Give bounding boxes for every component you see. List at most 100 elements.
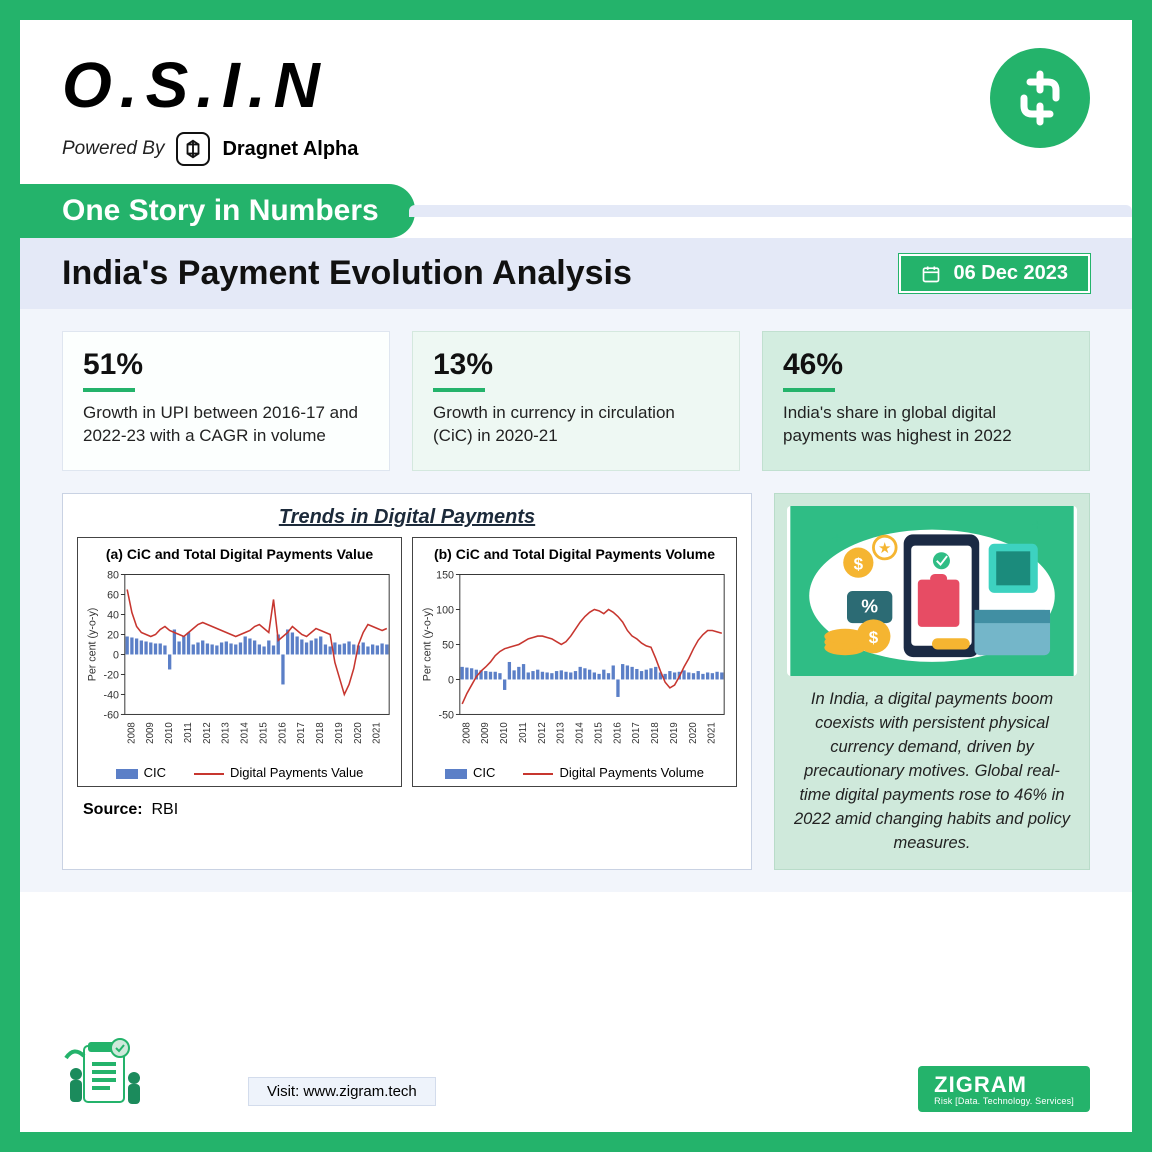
page-title: India's Payment Evolution Analysis — [62, 254, 632, 293]
svg-text:2011: 2011 — [183, 722, 194, 743]
dragnet-icon — [176, 132, 210, 166]
source-value: RBI — [151, 801, 178, 818]
visit-label: Visit: — [267, 1083, 299, 1100]
footer: Visit: www.zigram.tech ZIGRAM Risk [Data… — [20, 1024, 1132, 1132]
source-label: Source: — [83, 801, 143, 818]
stat-accent-bar — [83, 388, 135, 392]
legend-line-label: Digital Payments Value — [230, 765, 363, 780]
stat-value: 13% — [433, 348, 719, 382]
svg-text:2010: 2010 — [164, 722, 175, 744]
svg-text:50: 50 — [442, 639, 454, 651]
svg-text:$: $ — [854, 554, 864, 573]
svg-text:2019: 2019 — [334, 722, 345, 744]
source-row: Source: RBI — [77, 801, 737, 819]
stat-card-0: 51% Growth in UPI between 2016-17 and 20… — [62, 331, 390, 471]
svg-text:2015: 2015 — [593, 722, 604, 744]
svg-text:0: 0 — [448, 674, 454, 686]
stat-desc: Growth in currency in circulation (CiC) … — [433, 402, 719, 448]
svg-text:2011: 2011 — [518, 722, 529, 743]
svg-text:+: + — [1032, 516, 1042, 535]
svg-text:2013: 2013 — [221, 722, 232, 744]
svg-text:0: 0 — [113, 649, 119, 661]
date-badge: 06 Dec 2023 — [899, 254, 1090, 293]
svg-text:2016: 2016 — [612, 722, 623, 744]
svg-text:Per cent (y-o-y): Per cent (y-o-y) — [87, 608, 99, 682]
calendar-icon — [921, 264, 941, 284]
legend-line-label: Digital Payments Volume — [559, 765, 704, 780]
svg-text:2012: 2012 — [202, 722, 213, 744]
svg-text:2009: 2009 — [480, 722, 491, 744]
brand-logo-icon — [990, 48, 1090, 148]
chart-a-legend: CIC Digital Payments Value — [84, 765, 395, 780]
date-text: 06 Dec 2023 — [953, 262, 1068, 285]
svg-text:2013: 2013 — [556, 722, 567, 744]
footer-brand-name: ZIGRAM — [934, 1074, 1074, 1096]
svg-text:2019: 2019 — [669, 722, 680, 744]
svg-text:2020: 2020 — [353, 722, 364, 744]
svg-text:2021: 2021 — [372, 722, 383, 744]
svg-text:2014: 2014 — [575, 722, 586, 744]
stat-card-1: 13% Growth in currency in circulation (C… — [412, 331, 740, 471]
visit-badge[interactable]: Visit: www.zigram.tech — [248, 1077, 436, 1106]
svg-text:-20: -20 — [104, 669, 120, 681]
svg-text:2016: 2016 — [277, 722, 288, 744]
powered-name: Dragnet Alpha — [222, 138, 358, 161]
svg-text:Per cent (y-o-y): Per cent (y-o-y) — [422, 608, 434, 682]
section-band: One Story in Numbers — [20, 184, 1132, 238]
svg-text:2018: 2018 — [650, 722, 661, 744]
svg-text:★: ★ — [878, 540, 892, 557]
svg-text:$: $ — [869, 628, 879, 647]
stat-desc: India's share in global digital payments… — [783, 402, 1069, 448]
charts-container: (a) CiC and Total Digital Payments Value… — [77, 537, 737, 787]
clipboard-icon — [62, 1038, 152, 1112]
svg-text:150: 150 — [436, 569, 454, 581]
stat-desc: Growth in UPI between 2016-17 and 2022-2… — [83, 402, 369, 448]
brand-title: O.S.I.N — [62, 48, 358, 122]
powered-by-row: Powered By Dragnet Alpha — [62, 132, 358, 166]
footer-brand-badge: ZIGRAM Risk [Data. Technology. Services] — [918, 1066, 1090, 1112]
chart-a-plot: -60-40-200204060802008200920102011201220… — [84, 566, 395, 756]
svg-text:-50: -50 — [439, 709, 455, 721]
chart-a: (a) CiC and Total Digital Payments Value… — [77, 537, 402, 787]
svg-text:2009: 2009 — [145, 722, 156, 744]
svg-text:-60: -60 — [104, 709, 120, 721]
svg-text:2020: 2020 — [688, 722, 699, 744]
band-decoration — [409, 205, 1132, 217]
svg-text:-40: -40 — [104, 689, 120, 701]
svg-text:100: 100 — [436, 604, 454, 616]
chart-b-plot: -500501001502008200920102011201220132014… — [419, 566, 730, 756]
chart-b: (b) CiC and Total Digital Payments Volum… — [412, 537, 737, 787]
svg-text:40: 40 — [107, 609, 119, 621]
stat-accent-bar — [433, 388, 485, 392]
svg-text:2015: 2015 — [258, 722, 269, 744]
content-row: Trends in Digital Payments (a) CiC and T… — [20, 493, 1132, 892]
footer-left: Visit: www.zigram.tech — [62, 1038, 436, 1112]
svg-text:20: 20 — [107, 629, 119, 641]
svg-text:2021: 2021 — [707, 722, 718, 744]
title-row: India's Payment Evolution Analysis 06 De… — [20, 238, 1132, 309]
legend-bar-label: CIC — [473, 765, 495, 780]
svg-text:+: + — [832, 529, 842, 548]
header: O.S.I.N Powered By Dragnet Alpha — [20, 20, 1132, 184]
chart-b-legend: CIC Digital Payments Volume — [419, 765, 730, 780]
visit-url: www.zigram.tech — [303, 1083, 416, 1100]
svg-text:2008: 2008 — [126, 722, 137, 744]
stat-value: 51% — [83, 348, 369, 382]
stat-value: 46% — [783, 348, 1069, 382]
svg-text:2012: 2012 — [537, 722, 548, 744]
svg-text:%: % — [861, 597, 878, 618]
info-panel: % $ ★ $ + + In India, a digital payments… — [774, 493, 1090, 870]
infographic-frame: O.S.I.N Powered By Dragnet Alpha One Sto… — [20, 20, 1132, 1132]
chart-b-title: (b) CiC and Total Digital Payments Volum… — [419, 546, 730, 562]
chart-a-title: (a) CiC and Total Digital Payments Value — [84, 546, 395, 562]
svg-text:2014: 2014 — [240, 722, 251, 744]
svg-text:2018: 2018 — [315, 722, 326, 744]
footer-brand-tag: Risk [Data. Technology. Services] — [934, 1096, 1074, 1106]
powered-label: Powered By — [62, 138, 164, 160]
stats-row: 51% Growth in UPI between 2016-17 and 20… — [20, 309, 1132, 493]
chart-panel: Trends in Digital Payments (a) CiC and T… — [62, 493, 752, 870]
info-text: In India, a digital payments boom coexis… — [787, 686, 1077, 857]
svg-text:60: 60 — [107, 589, 119, 601]
brand-block: O.S.I.N Powered By Dragnet Alpha — [62, 48, 358, 166]
info-illustration: % $ ★ $ + + — [787, 506, 1077, 676]
